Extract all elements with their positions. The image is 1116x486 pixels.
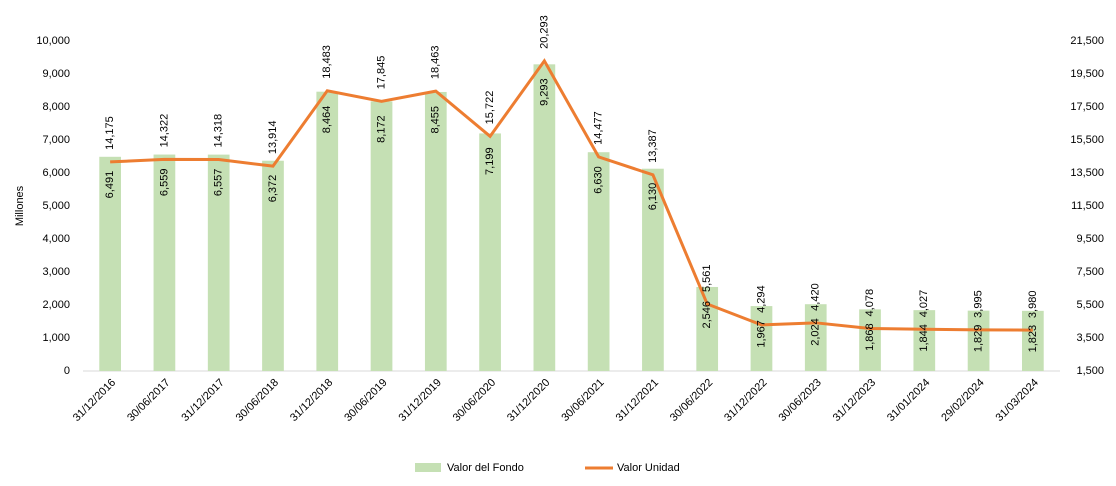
x-tick-label: 30/06/2023 xyxy=(776,377,823,424)
bar-label: 9,293 xyxy=(538,78,550,106)
y-tick-label: 3,000 xyxy=(42,266,70,278)
y2-tick-label: 17,500 xyxy=(1070,101,1104,113)
line-label: 5,561 xyxy=(701,264,713,292)
line-label: 3,995 xyxy=(972,290,984,318)
y2-tick-label: 13,500 xyxy=(1070,167,1104,179)
x-tick-label: 31/12/2021 xyxy=(614,377,661,424)
bar-label: 2,024 xyxy=(810,318,822,346)
bar-label: 6,630 xyxy=(593,166,605,194)
bar-label: 6,557 xyxy=(213,169,225,197)
x-tick-label: 31/12/2018 xyxy=(288,377,335,424)
bar-label: 2,546 xyxy=(701,301,713,329)
line-label: 14,477 xyxy=(593,111,605,145)
bar xyxy=(424,91,447,372)
bar xyxy=(804,304,827,371)
bar-label: 8,455 xyxy=(430,106,442,134)
x-tick-label: 31/12/2017 xyxy=(179,377,226,424)
bar-label: 1,829 xyxy=(972,325,984,353)
bar-label: 8,172 xyxy=(375,115,387,143)
bar xyxy=(99,156,121,371)
bar xyxy=(533,64,556,372)
y-tick-label: 2,000 xyxy=(42,299,70,311)
bar xyxy=(967,310,990,371)
bar xyxy=(587,152,610,371)
bar xyxy=(913,310,936,371)
line-label: 14,318 xyxy=(213,114,225,148)
y2-tick-label: 7,500 xyxy=(1076,266,1104,278)
y2-tick-label: 15,500 xyxy=(1070,134,1104,146)
y2-tick-label: 1,500 xyxy=(1076,365,1104,377)
bar xyxy=(642,168,664,371)
bar xyxy=(207,154,230,371)
x-tick-label: 31/01/2024 xyxy=(885,377,932,424)
x-tick-label: 30/06/2021 xyxy=(559,377,606,424)
x-tick-label: 30/06/2018 xyxy=(234,377,281,424)
line-label: 4,027 xyxy=(918,290,930,318)
y-tick-label: 9,000 xyxy=(42,68,70,80)
y2-tick-label: 11,500 xyxy=(1071,200,1104,212)
x-tick-label: 31/12/2022 xyxy=(722,377,769,424)
line-label: 4,294 xyxy=(755,285,767,313)
x-tick-label: 31/03/2024 xyxy=(994,377,1041,424)
y-tick-label: 7,000 xyxy=(42,134,70,146)
y-tick-label: 0 xyxy=(64,365,70,377)
legend-label: Valor del Fondo xyxy=(447,462,524,474)
y2-tick-label: 9,500 xyxy=(1076,233,1104,245)
bar xyxy=(859,309,881,371)
line-label: 15,722 xyxy=(484,91,496,125)
bar xyxy=(1022,310,1044,371)
line-label: 14,175 xyxy=(104,116,116,150)
bar-label: 7,199 xyxy=(484,147,496,175)
bar xyxy=(262,160,284,371)
bar xyxy=(153,154,176,371)
y-tick-label: 4,000 xyxy=(42,233,70,245)
y-tick-label: 10,000 xyxy=(36,35,70,47)
line-label: 20,293 xyxy=(538,15,550,49)
legend-swatch xyxy=(415,463,441,472)
y2-tick-label: 19,500 xyxy=(1070,68,1104,80)
bar-label: 8,464 xyxy=(321,106,333,134)
x-tick-label: 30/06/2022 xyxy=(668,377,715,424)
y-tick-label: 6,000 xyxy=(42,167,70,179)
y-tick-label: 1,000 xyxy=(42,332,70,344)
x-tick-label: 31/12/2020 xyxy=(505,377,552,424)
y2-tick-label: 3,500 xyxy=(1076,332,1104,344)
x-tick-label: 30/06/2019 xyxy=(342,377,389,424)
y-tick-label: 8,000 xyxy=(42,101,70,113)
x-tick-label: 31/12/2019 xyxy=(397,377,444,424)
bar xyxy=(370,101,393,371)
line-label: 14,322 xyxy=(158,114,170,148)
line xyxy=(110,58,1033,332)
bar-label: 1,823 xyxy=(1027,325,1039,353)
line-label: 13,387 xyxy=(647,129,659,163)
x-tick-label: 31/12/2023 xyxy=(831,377,878,424)
x-tick-label: 30/06/2017 xyxy=(125,377,172,424)
line-label: 4,078 xyxy=(864,289,876,317)
bar-label: 6,559 xyxy=(158,169,170,197)
x-tick-label: 29/02/2024 xyxy=(939,377,986,424)
y2-tick-label: 5,500 xyxy=(1076,299,1104,311)
line-label: 3,980 xyxy=(1027,291,1039,319)
y2-tick-label: 21,500 xyxy=(1070,35,1104,47)
y-tick-label: 5,000 xyxy=(42,200,70,212)
line-label: 13,914 xyxy=(267,121,279,155)
bar xyxy=(696,286,719,371)
x-tick-label: 30/06/2020 xyxy=(451,377,498,424)
bar-label: 6,491 xyxy=(104,171,116,199)
bar-label: 6,130 xyxy=(647,183,659,211)
bar-label: 6,372 xyxy=(267,175,279,203)
line-label: 18,463 xyxy=(430,45,442,79)
x-tick-label: 31/12/2016 xyxy=(71,377,118,424)
bar xyxy=(479,133,501,371)
line-label: 17,845 xyxy=(375,56,387,90)
bar-label: 1,868 xyxy=(864,323,876,351)
bar-label: 1,967 xyxy=(755,320,767,348)
bar-label: 1,844 xyxy=(918,324,930,352)
line-label: 18,483 xyxy=(321,45,333,79)
y-axis-label: Millones xyxy=(14,185,26,226)
bar xyxy=(316,91,339,372)
line-label: 4,420 xyxy=(810,283,822,311)
legend-label: Valor Unidad xyxy=(617,462,680,474)
